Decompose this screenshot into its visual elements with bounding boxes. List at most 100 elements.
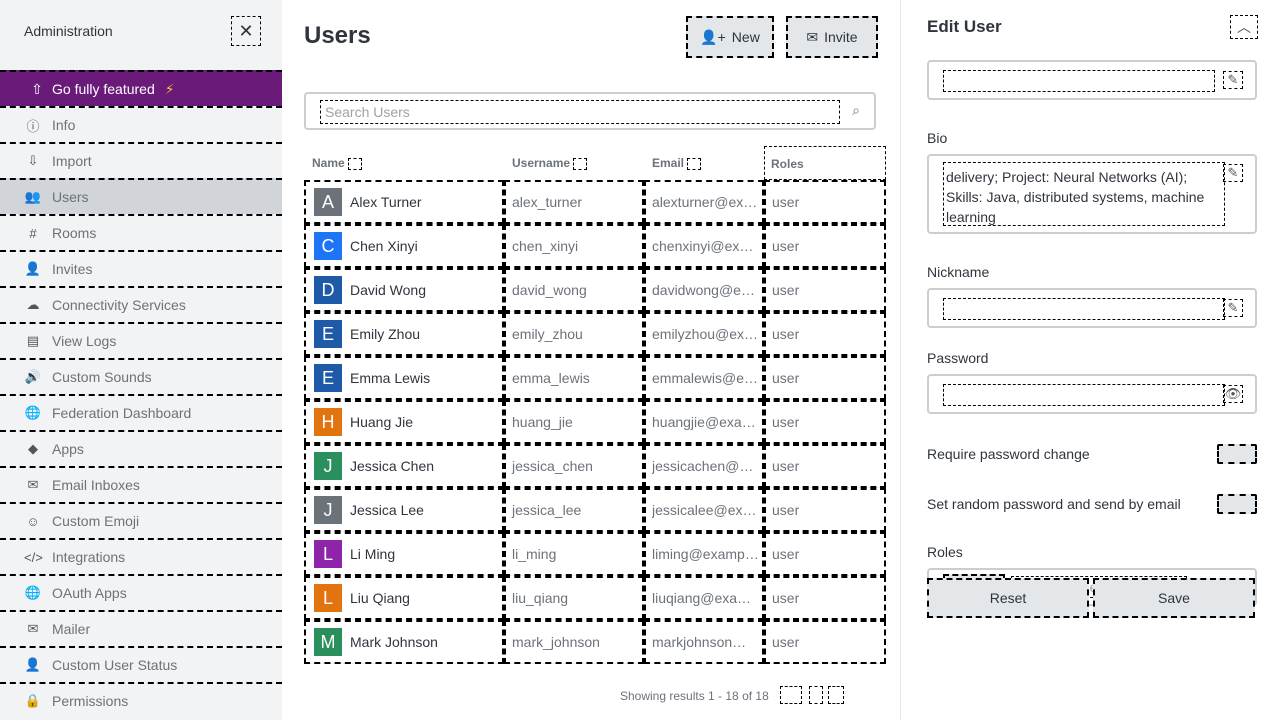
username-cell[interactable]: alex_turner <box>504 180 644 224</box>
invite-button[interactable]: ✉ Invite <box>786 16 878 58</box>
add-user-icon: 👤+ <box>700 28 726 45</box>
username-cell[interactable]: emily_zhou <box>504 312 644 356</box>
roles-cell[interactable]: user <box>764 180 886 224</box>
table-row[interactable]: H Huang Jie huang_jie huangjie@example.comu… <box>304 400 886 444</box>
user-name-cell[interactable]: J Jessica Chen <box>304 444 504 488</box>
roles-cell[interactable]: user <box>764 576 886 620</box>
table-row[interactable]: J Jessica Lee jessica_lee jessicalee@exampl… <box>304 488 886 532</box>
search-icon[interactable]: ⌕ <box>852 102 860 118</box>
username-cell[interactable]: david_wong <box>504 268 644 312</box>
user-name-cell[interactable]: L Li Ming <box>304 532 504 576</box>
roles-cell[interactable]: user <box>764 488 886 532</box>
table-row[interactable]: M Mark Johnson mark_johnson markjohnson@exa… <box>304 620 886 664</box>
sidebar-item-oauth-apps[interactable]: 🌐 OAuth Apps <box>0 574 282 610</box>
column-header-name[interactable]: Name <box>312 156 363 170</box>
column-header-email[interactable]: Email <box>652 156 702 170</box>
email-text: liming@example.com <box>652 546 760 562</box>
reset-button[interactable]: Reset <box>927 578 1089 618</box>
table-row[interactable]: L Li Ming li_ming liming@example.comuser <box>304 532 886 576</box>
sidebar-item-mailer[interactable]: ✉ Mailer <box>0 610 282 646</box>
user-name-cell[interactable]: C Chen Xinyi <box>304 224 504 268</box>
user-name-cell[interactable]: D David Wong <box>304 268 504 312</box>
bio-textarea[interactable]: delivery; Project: Neural Networks (AI);… <box>943 162 1225 226</box>
sidebar-item-import[interactable]: ⇩ Import <box>0 142 282 178</box>
column-header-username[interactable]: Username <box>512 156 588 170</box>
email-cell[interactable]: markjohnson@example.com <box>644 620 764 664</box>
password-input[interactable] <box>943 384 1225 406</box>
sidebar-item-users[interactable]: 👥 Users <box>0 178 282 214</box>
user-name-cell[interactable]: L Liu Qiang <box>304 576 504 620</box>
email-cell[interactable]: liuqiang@example.com <box>644 576 764 620</box>
sidebar-item-rooms[interactable]: # Rooms <box>0 214 282 250</box>
username-cell[interactable]: emma_lewis <box>504 356 644 400</box>
roles-cell[interactable]: user <box>764 444 886 488</box>
email-cell[interactable]: davidwong@example.com <box>644 268 764 312</box>
roles-cell[interactable]: user <box>764 532 886 576</box>
eye-off-icon[interactable]: 👁 <box>1223 385 1243 403</box>
edit-icon[interactable]: ✎ <box>1223 164 1243 182</box>
close-icon[interactable]: ✕ <box>231 16 261 46</box>
top-field-input[interactable] <box>943 70 1215 92</box>
email-cell[interactable]: emmalewis@example.com <box>644 356 764 400</box>
collapse-icon[interactable]: ︿ <box>1230 15 1258 39</box>
sidebar-item-integrations[interactable]: </> Integrations <box>0 538 282 574</box>
email-cell[interactable]: jessicalee@example.com <box>644 488 764 532</box>
email-cell[interactable]: jessicachen@example.com <box>644 444 764 488</box>
sidebar-item-view-logs[interactable]: ▤ View Logs <box>0 322 282 358</box>
edit-icon[interactable]: ✎ <box>1223 71 1243 89</box>
email-cell[interactable]: emilyzhou@example.com <box>644 312 764 356</box>
user-name-cell[interactable]: H Huang Jie <box>304 400 504 444</box>
user-name-cell[interactable]: A Alex Turner <box>304 180 504 224</box>
save-button[interactable]: Save <box>1093 578 1255 618</box>
table-row[interactable]: J Jessica Chen jessica_chen jessicachen@exa… <box>304 444 886 488</box>
email-cell[interactable]: liming@example.com <box>644 532 764 576</box>
table-row[interactable]: L Liu Qiang liu_qiang liuqiang@example.comu… <box>304 576 886 620</box>
column-header-roles[interactable]: Roles <box>764 146 886 180</box>
table-row[interactable]: E Emily Zhou emily_zhou emilyzhou@example.c… <box>304 312 886 356</box>
sidebar-item-custom-user-status[interactable]: 👤 Custom User Status <box>0 646 282 682</box>
require-password-change-toggle[interactable] <box>1217 444 1257 464</box>
pagination-next-button[interactable] <box>828 686 844 704</box>
roles-cell[interactable]: user <box>764 356 886 400</box>
new-user-button[interactable]: 👤+ New <box>686 16 774 58</box>
roles-cell[interactable]: user <box>764 400 886 444</box>
roles-cell[interactable]: user <box>764 268 886 312</box>
sidebar-item-permissions[interactable]: 🔒 Permissions <box>0 682 282 718</box>
roles-cell[interactable]: user <box>764 312 886 356</box>
pagination-prev-button[interactable] <box>780 686 802 704</box>
sidebar-item-custom-emoji[interactable]: ☺ Custom Emoji <box>0 502 282 538</box>
table-row[interactable]: C Chen Xinyi chen_xinyi chenxinyi@example.c… <box>304 224 886 268</box>
username-cell[interactable]: jessica_chen <box>504 444 644 488</box>
search-input[interactable] <box>320 100 840 124</box>
user-name-cell[interactable]: J Jessica Lee <box>304 488 504 532</box>
sidebar-item-info[interactable]: ⓘ Info <box>0 106 282 142</box>
username-cell[interactable]: chen_xinyi <box>504 224 644 268</box>
username-cell[interactable]: liu_qiang <box>504 576 644 620</box>
sidebar-item-connectivity-services[interactable]: ☁ Connectivity Services <box>0 286 282 322</box>
sidebar-item-custom-sounds[interactable]: 🔊 Custom Sounds <box>0 358 282 394</box>
random-password-toggle[interactable] <box>1217 494 1257 514</box>
sidebar-item-invites[interactable]: 👤 Invites <box>0 250 282 286</box>
pagination-page-button[interactable] <box>809 686 823 704</box>
edit-icon[interactable]: ✎ <box>1223 299 1243 317</box>
sidebar-item-email-inboxes[interactable]: ✉ Email Inboxes <box>0 466 282 502</box>
roles-cell[interactable]: user <box>764 224 886 268</box>
email-cell[interactable]: huangjie@example.com <box>644 400 764 444</box>
table-row[interactable]: A Alex Turner alex_turner alexturner@exampl… <box>304 180 886 224</box>
user-name-cell[interactable]: E Emma Lewis <box>304 356 504 400</box>
username-cell[interactable]: li_ming <box>504 532 644 576</box>
user-name-cell[interactable]: E Emily Zhou <box>304 312 504 356</box>
nickname-input[interactable] <box>943 298 1225 320</box>
username-cell[interactable]: mark_johnson <box>504 620 644 664</box>
user-name-cell[interactable]: M Mark Johnson <box>304 620 504 664</box>
go-fully-featured-button[interactable]: ⇧ Go fully featured ⚡ <box>0 70 282 106</box>
email-cell[interactable]: alexturner@example.com <box>644 180 764 224</box>
username-cell[interactable]: huang_jie <box>504 400 644 444</box>
roles-cell[interactable]: user <box>764 620 886 664</box>
table-row[interactable]: E Emma Lewis emma_lewis emmalewis@example.c… <box>304 356 886 400</box>
sidebar-item-federation-dashboard[interactable]: 🌐 Federation Dashboard <box>0 394 282 430</box>
username-cell[interactable]: jessica_lee <box>504 488 644 532</box>
sidebar-item-apps[interactable]: ◆ Apps <box>0 430 282 466</box>
table-row[interactable]: D David Wong david_wong davidwong@example.c… <box>304 268 886 312</box>
email-cell[interactable]: chenxinyi@example.com <box>644 224 764 268</box>
